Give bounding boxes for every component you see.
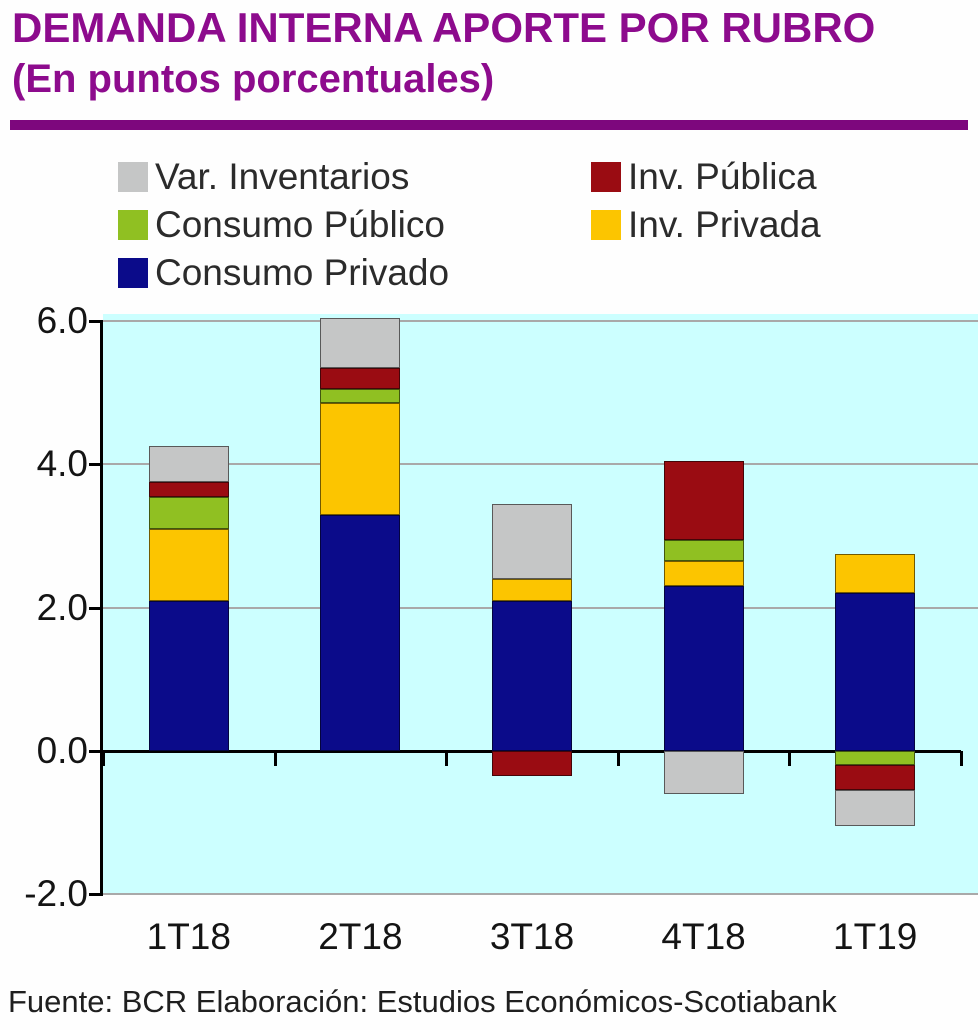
y-axis-label: -2.0 [24,873,88,915]
bar-segment [492,579,572,601]
category-tick [616,751,620,766]
y-axis-tick [89,750,102,753]
y-axis-label: 6.0 [36,300,88,342]
category-tick [102,751,105,766]
legend-item: Consumo Privado [118,252,450,293]
gridline [103,893,978,896]
legend-swatch [118,258,148,288]
bar-segment [148,496,229,529]
gridline [103,320,978,323]
bar-segment [663,751,744,794]
bar-segment [320,514,401,751]
x-axis-label: 1T19 [833,916,918,957]
category-tick [445,751,449,766]
bar-segment [148,528,229,601]
legend-swatch [591,162,621,192]
chart-subtitle: (En puntos porcentuales) [12,57,495,101]
bar-segment [148,600,229,751]
y-axis-tick [89,463,102,467]
bar-segment [835,790,916,827]
y-axis-label: 4.0 [36,443,88,485]
legend-swatch [118,162,148,192]
x-axis-label: 2T18 [318,916,403,957]
y-axis-tick [89,606,102,610]
bar-segment [835,553,916,594]
bar-segment [835,751,916,766]
bar-segment [663,539,744,562]
legend-item: Inv. Pública [591,156,817,197]
legend-item-label: Var. Inventarios [155,156,410,197]
x-axis-label: 3T18 [489,916,575,957]
y-axis-line [100,320,103,897]
bar-segment [492,503,572,580]
legend-item: Inv. Privada [591,204,821,245]
x-axis-label: 1T18 [146,916,231,957]
bar-segment [663,460,744,540]
legend-item-label: Consumo Público [155,204,445,245]
title-divider [10,120,968,130]
bar-segment [320,389,401,404]
bar-segment [320,317,401,368]
bar-segment [663,561,744,587]
y-axis-tick [89,320,102,324]
category-tick [273,751,277,766]
bar-segment [148,482,229,497]
bar-segment [492,751,572,777]
y-axis-tick [89,893,102,897]
legend-item-label: Inv. Pública [628,156,817,197]
bar-segment [835,765,916,791]
x-axis-label: 4T18 [661,916,746,957]
gridline [103,463,978,466]
legend-swatch [118,210,148,240]
legend-item: Var. Inventarios [118,156,410,197]
bar-segment [492,600,572,751]
legend-item: Consumo Público [118,204,445,245]
category-tick [960,751,963,766]
bar-segment [148,446,229,483]
bar-segment [835,593,916,751]
bar-segment [320,403,401,515]
bar-segment [320,367,401,390]
source-note: Fuente: BCR Elaboración: Estudios Económ… [8,984,837,1019]
legend-item-label: Inv. Privada [628,204,821,245]
category-tick [788,751,792,766]
chart-title: DEMANDA INTERNA APORTE POR RUBRO [12,4,876,51]
y-axis-label: 0.0 [36,730,88,771]
bar-segment [663,586,744,751]
legend-swatch [591,210,621,240]
y-axis-label: 2.0 [36,586,88,628]
legend-item-label: Consumo Privado [155,252,450,293]
